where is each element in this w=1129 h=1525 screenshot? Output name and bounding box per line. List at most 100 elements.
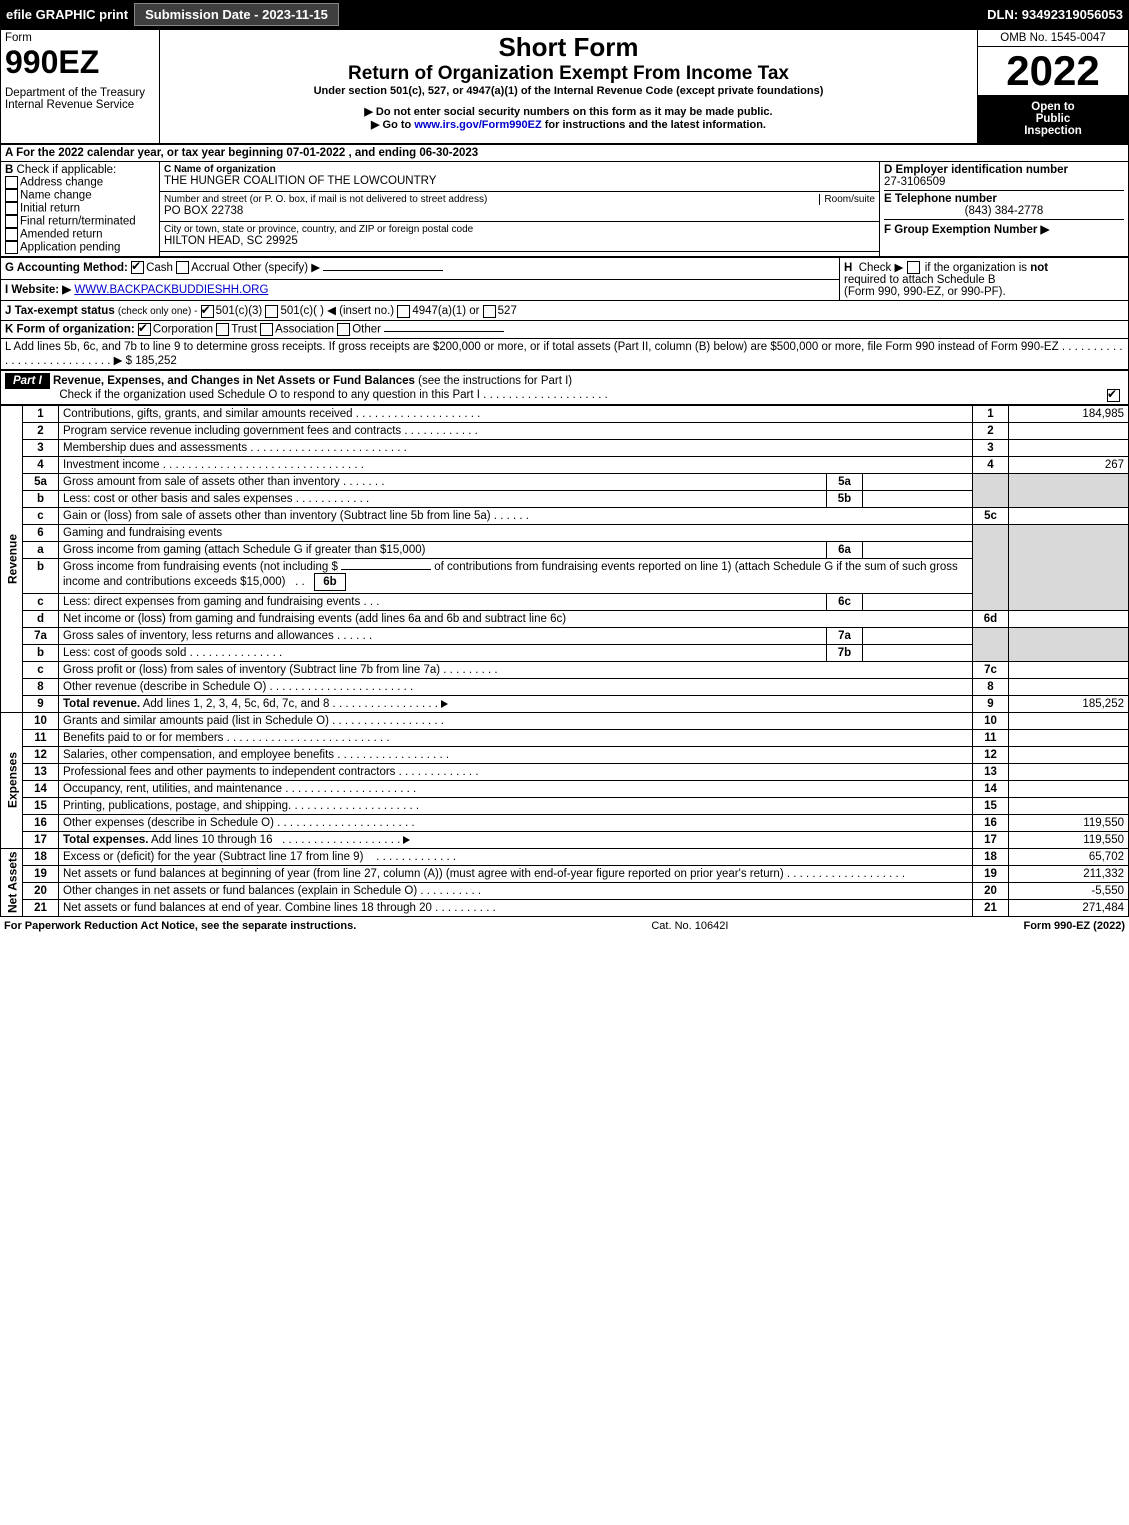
- footer: For Paperwork Reduction Act Notice, see …: [0, 917, 1129, 935]
- street-label: Number and street (or P. O. box, if mail…: [164, 194, 819, 205]
- check-amended[interactable]: Amended return: [5, 228, 155, 241]
- check-501c[interactable]: [265, 305, 278, 318]
- footer-mid: Cat. No. 10642I: [651, 920, 728, 932]
- dept-treasury: Department of the Treasury: [5, 87, 155, 99]
- line-16-value: 119,550: [1009, 814, 1129, 831]
- table-row: b Less: cost of goods sold . . . . . . .…: [1, 644, 1129, 661]
- irs-label: Internal Revenue Service: [5, 99, 155, 111]
- tax-year: 2022: [978, 47, 1128, 95]
- table-row: 12 Salaries, other compensation, and emp…: [1, 746, 1129, 763]
- table-row: Revenue 1 Contributions, gifts, grants, …: [1, 405, 1129, 422]
- revenue-label: Revenue: [1, 405, 23, 712]
- part-1-check-text: Check if the organization used Schedule …: [59, 389, 480, 401]
- check-cash[interactable]: [131, 261, 144, 274]
- mid-section-table: G Accounting Method: Cash Accrual Other …: [0, 257, 1129, 370]
- check-corp[interactable]: [138, 323, 151, 336]
- line-9-value: 185,252: [1009, 695, 1129, 712]
- header-table: Form 990EZ Department of the Treasury In…: [0, 29, 1129, 144]
- table-row: 6 Gaming and fundraising events: [1, 524, 1129, 541]
- open-line-1: Open to: [984, 101, 1122, 113]
- city: HILTON HEAD, SC 29925: [164, 235, 875, 247]
- efile-label: efile GRAPHIC print: [6, 7, 128, 22]
- org-name: THE HUNGER COALITION OF THE LOWCOUNTRY: [164, 175, 875, 187]
- table-row: 2 Program service revenue including gove…: [1, 422, 1129, 439]
- website-link[interactable]: WWW.BACKPACKBUDDIESHH.ORG: [74, 284, 268, 296]
- sub3-post: for instructions and the latest informat…: [542, 119, 766, 131]
- check-initial[interactable]: Initial return: [5, 202, 155, 215]
- check-501c3[interactable]: [201, 305, 214, 318]
- form-number: 990EZ: [5, 44, 155, 81]
- line-20-value: -5,550: [1009, 882, 1129, 899]
- d-label: D Employer identification number: [884, 164, 1068, 176]
- check-pending[interactable]: Application pending: [5, 241, 155, 254]
- part-1-label: Part I: [5, 373, 50, 389]
- line-18-value: 65,702: [1009, 848, 1129, 865]
- l-amount: $ 185,252: [126, 355, 177, 367]
- h-label: H: [844, 262, 852, 274]
- section-a: A For the 2022 calendar year, or tax yea…: [1, 145, 1129, 162]
- table-row: 14 Occupancy, rent, utilities, and maint…: [1, 780, 1129, 797]
- table-row: d Net income or (loss) from gaming and f…: [1, 610, 1129, 627]
- j-label: J Tax-exempt status: [5, 305, 115, 317]
- table-row: b Less: cost or other basis and sales ex…: [1, 490, 1129, 507]
- room-label: Room/suite: [819, 194, 875, 205]
- table-row: 20 Other changes in net assets or fund b…: [1, 882, 1129, 899]
- check-final[interactable]: Final return/terminated: [5, 215, 155, 228]
- i-label: I Website: ▶: [5, 284, 71, 296]
- footer-left: For Paperwork Reduction Act Notice, see …: [4, 920, 356, 932]
- irs-link[interactable]: www.irs.gov/Form990EZ: [414, 119, 541, 131]
- check-schedule-o[interactable]: [1107, 389, 1120, 402]
- h-check-label: Check ▶: [859, 262, 904, 274]
- check-address[interactable]: Address change: [5, 176, 155, 189]
- part-1-title: Revenue, Expenses, and Changes in Net As…: [53, 375, 415, 387]
- line-17-value: 119,550: [1009, 831, 1129, 848]
- table-row: 13 Professional fees and other payments …: [1, 763, 1129, 780]
- subhead-2: ▶ Do not enter social security numbers o…: [164, 105, 973, 118]
- check-assoc[interactable]: [260, 323, 273, 336]
- line-1-value: 184,985: [1009, 405, 1129, 422]
- check-4947[interactable]: [397, 305, 410, 318]
- check-527[interactable]: [483, 305, 496, 318]
- subhead-3: ▶ Go to www.irs.gov/Form990EZ for instru…: [164, 118, 973, 131]
- check-accrual[interactable]: [176, 261, 189, 274]
- line-21-value: 271,484: [1009, 899, 1129, 916]
- open-to-public: Open to Public Inspection: [978, 95, 1128, 143]
- submission-date: Submission Date - 2023-11-15: [134, 3, 339, 26]
- table-row: 15 Printing, publications, postage, and …: [1, 797, 1129, 814]
- check-trust[interactable]: [216, 323, 229, 336]
- part-1-see: (see the instructions for Part I): [418, 375, 572, 387]
- table-row: a Gross income from gaming (attach Sched…: [1, 541, 1129, 558]
- street: PO BOX 22738: [164, 205, 875, 217]
- short-form-title: Short Form: [164, 32, 973, 63]
- open-line-2: Public: [984, 113, 1122, 125]
- netassets-label: Net Assets: [1, 848, 23, 916]
- check-h[interactable]: [907, 261, 920, 274]
- table-row: 9 Total revenue. Total revenue. Add line…: [1, 695, 1129, 712]
- city-label: City or town, state or province, country…: [164, 224, 875, 235]
- topbar: efile GRAPHIC print Submission Date - 20…: [0, 0, 1129, 29]
- triangle-icon: [441, 700, 448, 708]
- table-row: c Less: direct expenses from gaming and …: [1, 593, 1129, 610]
- triangle-icon: [403, 836, 410, 844]
- check-name[interactable]: Name change: [5, 189, 155, 202]
- sub3-pre: ▶ Go to: [371, 119, 414, 131]
- table-row: Expenses 10 Grants and similar amounts p…: [1, 712, 1129, 729]
- table-row: c Gain or (loss) from sale of assets oth…: [1, 507, 1129, 524]
- ein: 27-3106509: [884, 176, 1124, 188]
- table-row: 21 Net assets or fund balances at end of…: [1, 899, 1129, 916]
- l-text: L Add lines 5b, 6c, and 7b to line 9 to …: [5, 341, 1059, 353]
- expenses-label: Expenses: [1, 712, 23, 848]
- table-row: c Gross profit or (loss) from sales of i…: [1, 661, 1129, 678]
- b-check-label: Check if applicable:: [17, 164, 117, 176]
- k-label: K Form of organization:: [5, 323, 135, 335]
- footer-right: Form 990-EZ (2022)Form 990-EZ (2022): [1023, 920, 1125, 932]
- table-row: 3 Membership dues and assessments . . . …: [1, 439, 1129, 456]
- table-row: 17 Total expenses. Add lines 10 through …: [1, 831, 1129, 848]
- form-word: Form: [5, 32, 155, 44]
- check-other-org[interactable]: [337, 323, 350, 336]
- table-row: 19 Net assets or fund balances at beginn…: [1, 865, 1129, 882]
- open-line-3: Inspection: [984, 125, 1122, 137]
- line-4-value: 267: [1009, 456, 1129, 473]
- c-label: C Name of organization: [164, 164, 276, 175]
- subhead-1: Under section 501(c), 527, or 4947(a)(1)…: [164, 85, 973, 97]
